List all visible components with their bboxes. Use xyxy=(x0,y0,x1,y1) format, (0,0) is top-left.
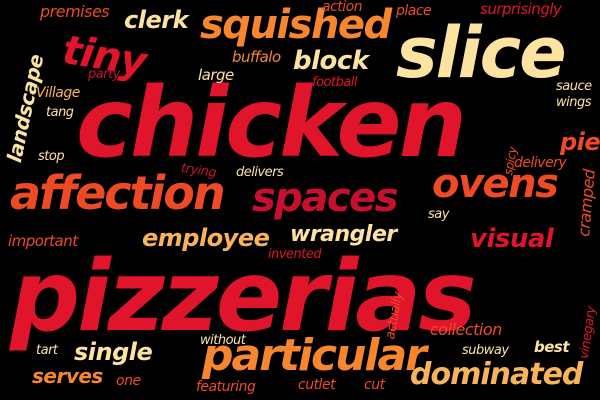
word-spaces: spaces xyxy=(252,175,399,221)
word-ovens: ovens xyxy=(432,161,559,207)
word-wings: wings xyxy=(556,95,592,110)
word-featuring: featuring xyxy=(196,379,256,395)
word-pie: pie xyxy=(560,128,600,156)
word-slice: slice xyxy=(396,12,567,94)
word-place: place xyxy=(396,3,432,19)
word-visual: visual xyxy=(470,224,554,254)
word-buffalo: buffalo xyxy=(232,48,281,66)
word-tart: tart xyxy=(36,343,58,358)
word-party: party xyxy=(88,67,120,82)
word-without: without xyxy=(200,333,246,348)
word-sauce: sauce xyxy=(556,79,592,94)
word-dominated: dominated xyxy=(410,357,583,392)
word-cramped: cramped xyxy=(574,168,599,238)
word-large: large xyxy=(198,66,234,84)
word-one: one xyxy=(116,373,141,389)
word-squished: squished xyxy=(200,2,392,48)
word-serves: serves xyxy=(32,364,103,388)
word-delivery: delivery xyxy=(514,155,567,171)
word-landscape: landscape xyxy=(2,52,49,165)
word-pizzerias: pizzerias xyxy=(10,240,477,354)
word-important: important xyxy=(8,232,78,250)
word-block: block xyxy=(293,46,369,76)
word-invented: invented xyxy=(268,247,322,262)
word-delivers: delivers xyxy=(236,165,284,180)
word-clerk: clerk xyxy=(124,6,189,34)
word-action: action xyxy=(322,0,363,15)
word-premises: premises xyxy=(40,2,110,21)
word-say: say xyxy=(428,207,449,222)
word-employee: employee xyxy=(142,224,270,252)
word-collection: collection xyxy=(430,320,502,339)
word-subway: subway xyxy=(462,343,509,358)
word-single: single xyxy=(74,338,153,366)
word-stop: stop xyxy=(38,149,65,164)
word-affection: affection xyxy=(10,166,226,220)
word-cutlet: cutlet xyxy=(298,377,336,393)
word-best: best xyxy=(534,338,570,356)
word-chicken: chicken xyxy=(76,67,467,179)
word-tang: tang xyxy=(46,105,74,120)
word-surprisingly: surprisingly xyxy=(480,0,562,18)
word-village: Village xyxy=(36,85,80,101)
word-football: football xyxy=(312,75,358,90)
word-vinegary: vinegary xyxy=(577,305,600,360)
word-particular: particular xyxy=(202,330,427,381)
word-wrangler: wrangler xyxy=(290,222,397,247)
word-cut: cut xyxy=(364,377,385,393)
